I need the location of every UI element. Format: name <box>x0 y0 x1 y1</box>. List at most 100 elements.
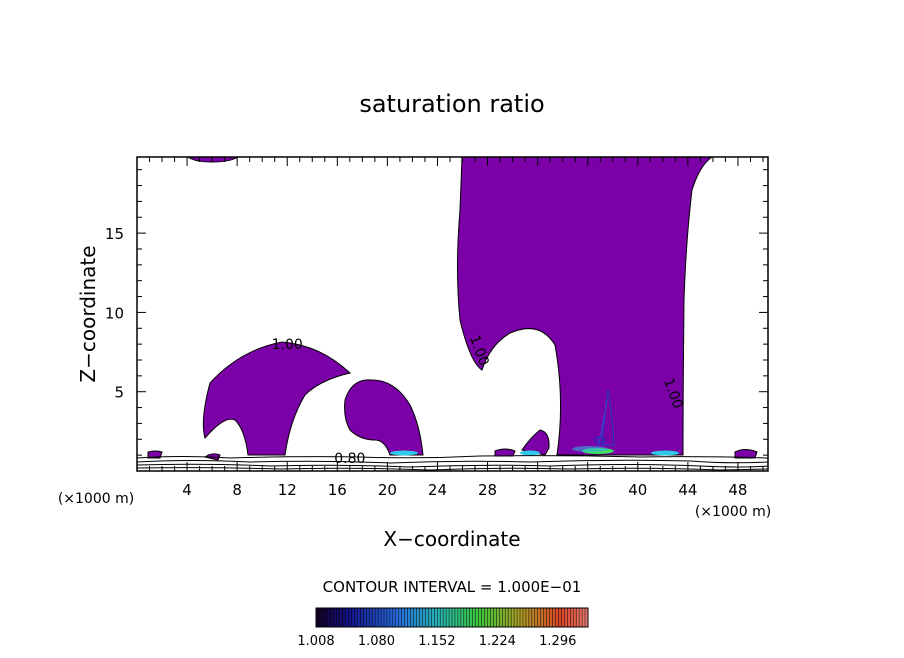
colorbar-cell <box>398 608 403 627</box>
colorbar-cell <box>404 608 409 627</box>
colorbar-cell <box>336 608 341 627</box>
colorbar-cell <box>540 608 545 627</box>
colorbar-cell <box>348 608 352 627</box>
x-tick-labels: 4 8 12 16 20 24 28 32 36 40 44 48 <box>182 481 747 499</box>
colorbar-label: 1.152 <box>418 634 455 649</box>
colorbar-cell <box>410 608 414 627</box>
colorbar-cell <box>342 608 346 627</box>
y-tick-labels: 5 10 15 <box>105 225 124 402</box>
colorbar-cell <box>330 608 335 627</box>
colorbar-cell <box>457 608 462 627</box>
colorbar-cell <box>573 608 577 627</box>
x-tick-label: 28 <box>478 481 497 499</box>
colorbar-cell <box>339 608 344 627</box>
hotspot-cyan-32 <box>520 450 540 456</box>
colorbar-cell <box>570 608 574 627</box>
colorbar-cell <box>543 608 548 627</box>
colorbar-cell <box>389 608 394 627</box>
x-tick-label: 40 <box>628 481 647 499</box>
colorbar-cell <box>416 608 420 627</box>
colorbar-cell <box>378 608 382 627</box>
x-unit-label-right: (×1000 m) <box>695 504 771 520</box>
colorbar-cell <box>316 608 320 627</box>
colorbar-cell <box>437 608 441 627</box>
colorbar-cell <box>567 608 571 627</box>
colorbar-frame <box>315 607 589 628</box>
contour-label: 0.80 <box>334 451 365 467</box>
y-tick-label: 15 <box>105 225 124 243</box>
colorbar-cell <box>522 608 527 627</box>
colorbar-cell <box>508 608 512 627</box>
colorbar-cell <box>431 608 435 627</box>
x-tick-label: 48 <box>728 481 747 499</box>
colorbar-cell <box>369 608 373 627</box>
colorbar-cell <box>327 608 332 627</box>
x-tick-label: 12 <box>278 481 297 499</box>
colorbar-cell <box>440 608 444 627</box>
colorbar-cell <box>443 608 447 627</box>
region-small-32 <box>521 429 550 456</box>
colorbar-cell <box>552 608 556 627</box>
region-plume-left <box>202 341 352 456</box>
colorbar-cell <box>534 608 539 627</box>
y-tick-label: 5 <box>114 384 124 402</box>
colorbar-cell <box>579 608 583 627</box>
colorbar <box>315 607 589 628</box>
colorbar-cell <box>478 608 482 627</box>
colorbar-cell <box>318 608 323 627</box>
x-tick-label: 24 <box>428 481 447 499</box>
x-unit-label-left: (×1000 m) <box>58 491 134 507</box>
colorbar-cell <box>446 608 450 627</box>
colorbar-cell <box>490 608 494 627</box>
colorbar-cell <box>333 608 338 627</box>
colorbar-cell <box>472 608 477 627</box>
colorbar-cell <box>475 608 480 627</box>
y-tick-label: 10 <box>105 304 124 322</box>
colorbar-cell <box>499 608 503 627</box>
contour-interval-text: CONTOUR INTERVAL = 1.000E−01 <box>323 578 582 596</box>
colorbar-cell <box>528 608 533 627</box>
colorbar-cell <box>517 608 521 627</box>
colorbar-label: 1.008 <box>297 634 334 649</box>
colorbar-cell <box>351 608 355 627</box>
colorbar-cell <box>487 608 491 627</box>
colorbar-labels: 1.008 1.080 1.152 1.224 1.296 <box>297 634 576 649</box>
colorbar-label: 1.080 <box>358 634 395 649</box>
colorbar-cell <box>537 608 542 627</box>
colorbar-cell <box>392 608 397 627</box>
region-right-tower <box>457 156 714 456</box>
y-axis-label: Z−coordinate <box>76 245 100 382</box>
contour-label: 1.00 <box>272 337 303 353</box>
colorbar-cell <box>466 608 471 627</box>
colorbar-cell <box>496 608 500 627</box>
hotspot-cyan-20 <box>390 450 418 456</box>
colorbar-cell <box>449 608 453 627</box>
colorbar-cell <box>345 608 349 627</box>
colorbar-cell <box>434 608 438 627</box>
x-tick-label: 16 <box>328 481 347 499</box>
region-plume-middle <box>344 379 424 456</box>
colorbar-cell <box>384 608 388 627</box>
colorbar-cell <box>395 608 400 627</box>
colorbar-cell <box>511 608 515 627</box>
colorbar-cell <box>481 608 485 627</box>
colorbar-cell <box>354 608 358 627</box>
x-axis-label: X−coordinate <box>383 527 520 551</box>
colorbar-cell <box>407 608 412 627</box>
supersaturated-regions <box>147 156 758 461</box>
colorbar-cell <box>546 608 550 627</box>
colorbar-cell <box>493 608 497 627</box>
colorbar-cell <box>514 608 518 627</box>
colorbar-cell <box>531 608 536 627</box>
hotspot-blue-ring <box>594 436 606 444</box>
colorbar-cell <box>585 608 589 627</box>
colorbar-cell <box>561 608 565 627</box>
contour-labels: 1.00 1.001.000.80 <box>272 333 686 467</box>
x-tick-label: 44 <box>678 481 697 499</box>
colorbar-cell <box>469 608 474 627</box>
colorbar-cell <box>576 608 580 627</box>
colorbar-cell <box>505 608 509 627</box>
colorbar-cell <box>363 608 367 627</box>
